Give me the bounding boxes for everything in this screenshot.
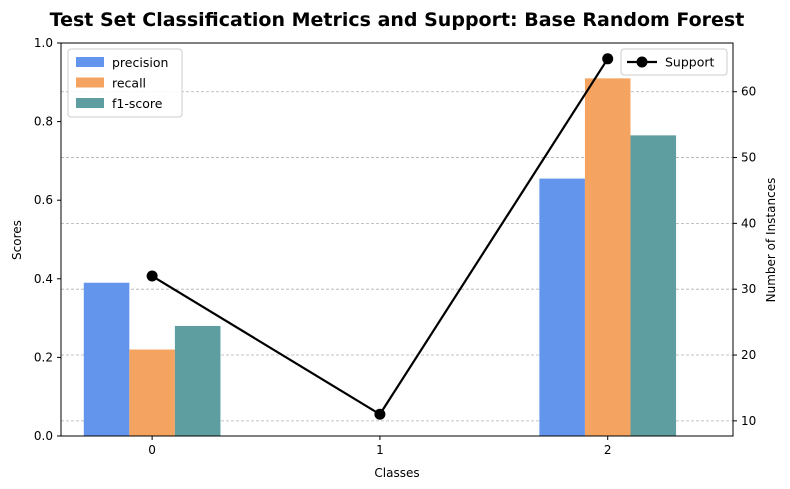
bar-precision-0 [83, 282, 130, 436]
y-axis-label: Scores [10, 220, 24, 260]
y2-tick-label: 50 [741, 151, 756, 165]
bar-recall-0 [129, 349, 175, 436]
legend-label-f1-score: f1-score [112, 96, 163, 111]
legend-swatch-f1-score [76, 98, 104, 108]
y-tick-label: 1.0 [34, 36, 53, 50]
x-tick-label: 2 [604, 443, 612, 457]
support-point-1 [374, 408, 386, 420]
y2-tick-label: 20 [741, 348, 756, 362]
x-tick-label: 0 [148, 443, 156, 457]
bars-group [83, 78, 677, 437]
support-point-0 [146, 270, 158, 282]
support-line-group [146, 53, 614, 420]
legend-label-precision: precision [112, 55, 168, 70]
y2-tick-label: 60 [741, 85, 756, 99]
x-tick-label: 1 [376, 443, 384, 457]
y2-axis-label: Number of Instances [764, 178, 778, 303]
support-point-2 [602, 53, 614, 65]
chart-title: Test Set Classification Metrics and Supp… [50, 9, 745, 31]
y-tick-label: 0.2 [34, 350, 53, 364]
legend-label-recall: recall [112, 76, 146, 91]
left-axis-ticks: 0.0 0.2 0.4 0.6 0.8 1.0 [34, 36, 61, 443]
legend-metrics: precision recall f1-score [67, 48, 183, 118]
right-axis-ticks: 10 20 30 40 50 60 [733, 85, 756, 428]
y2-tick-label: 40 [741, 216, 756, 230]
y-tick-label: 0.4 [34, 272, 53, 286]
legend-support-box [620, 48, 728, 76]
y-tick-label: 0.6 [34, 193, 53, 207]
legend-support-marker [636, 56, 648, 68]
bar-f1-score-0 [174, 325, 221, 436]
bar-f1-score-2 [630, 135, 677, 437]
legend-support: Support [620, 48, 728, 76]
legend-swatch-precision [76, 57, 104, 67]
plot-frame [60, 42, 734, 437]
legend-swatch-recall [76, 77, 104, 88]
y-tick-label: 0.8 [34, 115, 53, 129]
x-axis-ticks: 0 1 2 [148, 436, 612, 457]
y-tick-label: 0.0 [34, 429, 53, 443]
y2-tick-label: 10 [741, 414, 756, 428]
x-axis-label: Classes [374, 466, 419, 480]
legend-label-support: Support [665, 55, 715, 70]
y2-tick-label: 30 [741, 282, 756, 296]
bar-precision-2 [539, 178, 585, 436]
bar-recall-2 [584, 78, 631, 437]
